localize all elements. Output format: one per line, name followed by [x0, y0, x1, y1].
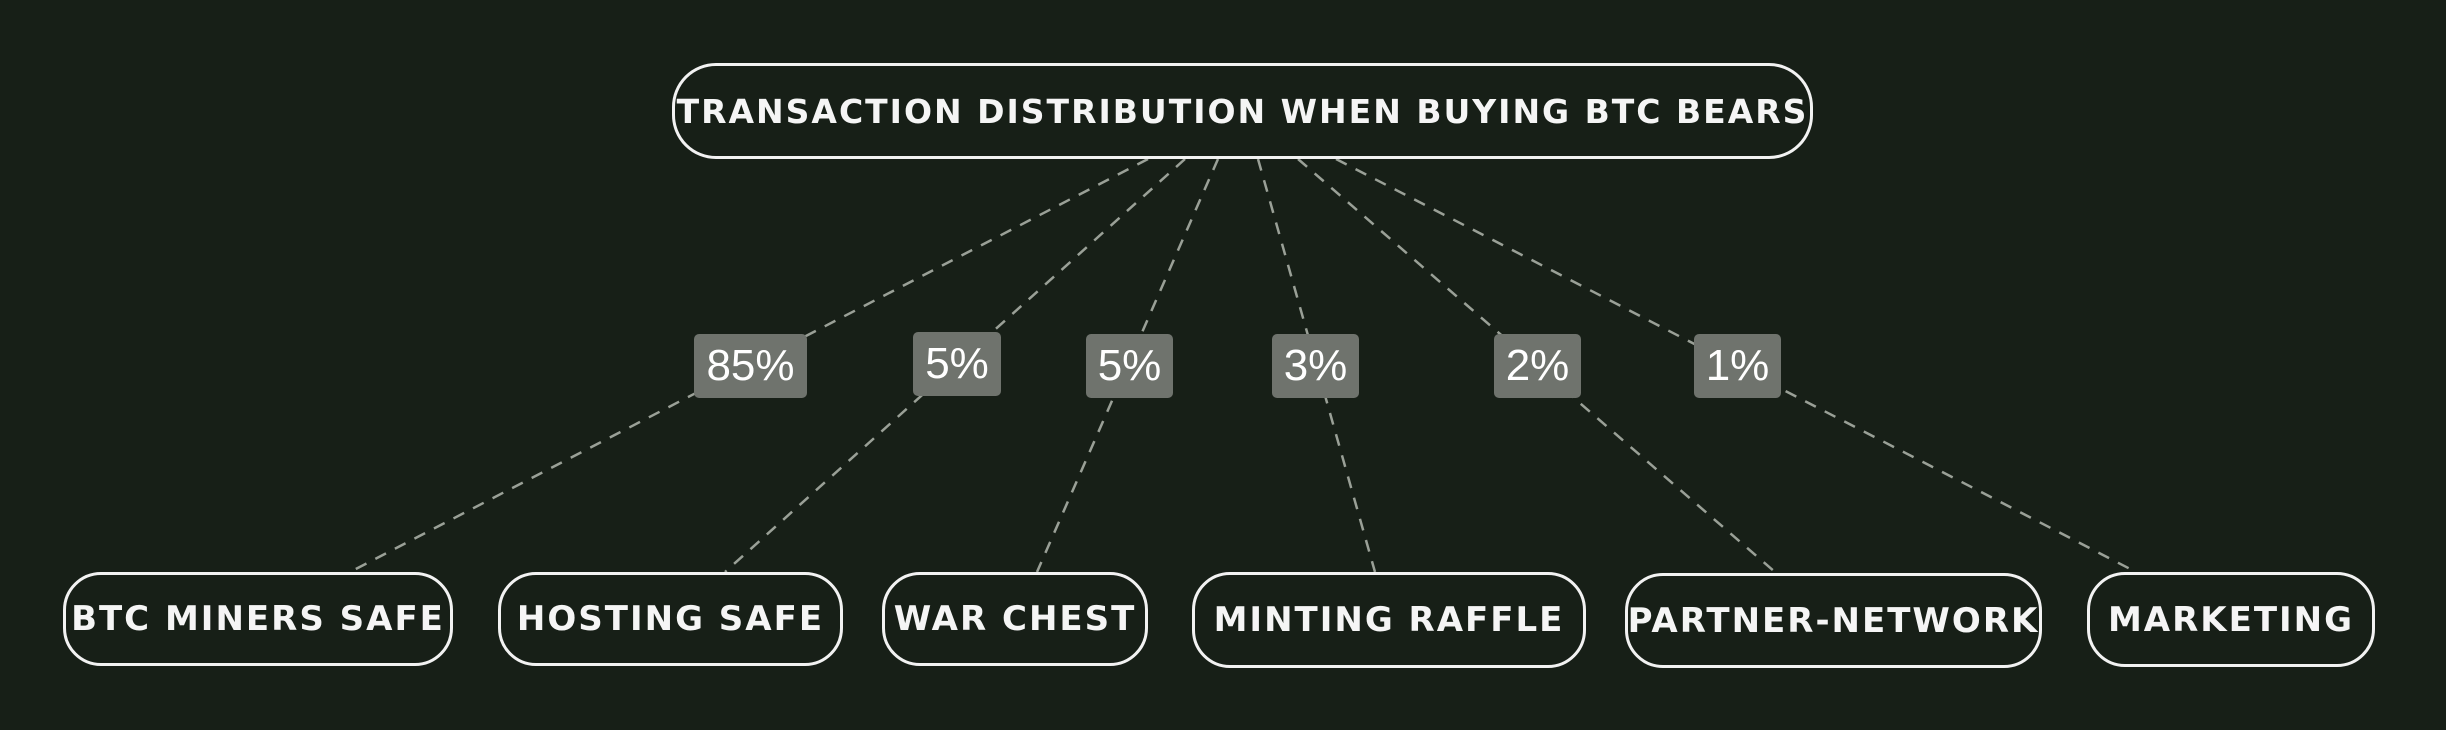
child-node-marketing: MARKETING [2087, 572, 2375, 667]
child-node-war-chest: WAR CHEST [882, 572, 1148, 666]
connector-minting-raffle [1256, 158, 1377, 573]
share-label-partner-network: 2% [1494, 334, 1581, 398]
child-node-hosting-safe: HOSTING SAFE [498, 572, 843, 666]
share-label-btc-miners-safe: 85% [694, 334, 807, 398]
share-label-marketing: 1% [1694, 334, 1781, 398]
share-label-minting-raffle: 3% [1272, 334, 1359, 398]
share-label-hosting-safe: 5% [913, 332, 1001, 396]
child-node-minting-raffle: MINTING RAFFLE [1192, 572, 1586, 668]
child-node-btc-miners-safe: BTC MINERS SAFE [63, 572, 453, 666]
share-label-war-chest: 5% [1086, 334, 1173, 398]
child-node-partner-network: PARTNER-NETWORK [1625, 573, 2042, 668]
root-node: TRANSACTION DISTRIBUTION WHEN BUYING BTC… [672, 63, 1813, 159]
